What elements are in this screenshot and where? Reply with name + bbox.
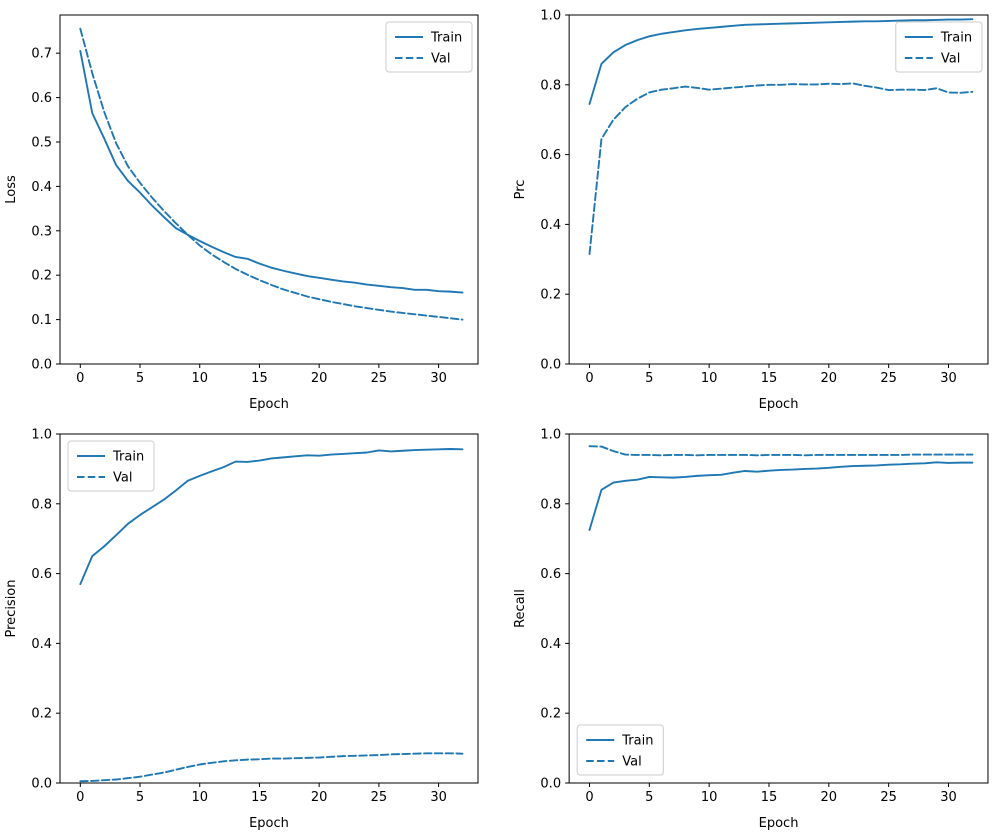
y-tick-label: 0.2 <box>540 288 561 303</box>
legend-label: Train <box>430 31 462 46</box>
legend-label: Train <box>621 734 653 749</box>
x-tick-label: 10 <box>701 371 718 386</box>
chart-svg-loss: 0 5 10 15 20 25 30 0.0 0.1 0.2 0.3 0.4 0.5 0.6 0.7 Epoc… <box>4 14 479 412</box>
prc-val-line <box>588 82 974 256</box>
x-tick-label: 15 <box>251 790 268 805</box>
y-tick-label: 0.4 <box>31 637 52 652</box>
plot-border <box>59 433 479 784</box>
x-tick-label: 20 <box>821 790 838 805</box>
x-tick-label: 30 <box>430 790 447 805</box>
x-axis-label: Epoch <box>249 397 289 412</box>
y-tick-label: 0.6 <box>31 567 52 582</box>
x-tick-label: 10 <box>191 371 208 386</box>
y-tick-label: 1.0 <box>540 9 561 24</box>
prc-train-line <box>588 18 974 105</box>
x-tick-label: 5 <box>645 371 653 386</box>
chart-cell-recall: 0 5 10 15 20 25 30 0.0 0.2 0.4 0.6 0.8 1.0 Epoch Recal… <box>500 419 1001 838</box>
y-tick-label: 0.1 <box>31 313 52 328</box>
x-tick-label: 20 <box>311 371 328 386</box>
y-tick-label: 0.4 <box>540 637 561 652</box>
y-tick-label: 0.2 <box>540 707 561 722</box>
legend-box <box>895 21 983 73</box>
x-tick-label: 30 <box>430 371 447 386</box>
x-tick-label: 15 <box>761 790 778 805</box>
legend-label: Val <box>622 755 641 770</box>
y-tick-label: 1.0 <box>31 428 52 443</box>
x-tick-label: 10 <box>191 790 208 805</box>
chart-cell-prc: 0 5 10 15 20 25 30 0.0 0.2 0.4 0.6 0.8 1.0 Epoch Prc Tr… <box>500 0 1001 419</box>
legend-box <box>385 21 473 73</box>
x-tick-label: 20 <box>821 371 838 386</box>
legend-box <box>67 440 155 492</box>
legend-label: Val <box>113 471 132 486</box>
loss-val-line <box>79 27 464 321</box>
x-tick-label: 5 <box>136 790 144 805</box>
x-tick-label: 10 <box>701 790 718 805</box>
y-tick-label: 0.0 <box>540 358 561 373</box>
y-tick-label: 0.6 <box>31 91 52 106</box>
chart-cell-loss: 0 5 10 15 20 25 30 0.0 0.1 0.2 0.3 0.4 0.5 0.6 0.7 Epoc… <box>0 0 500 419</box>
x-tick-label: 20 <box>311 790 328 805</box>
x-tick-label: 25 <box>371 371 388 386</box>
chart-svg-recall: 0 5 10 15 20 25 30 0.0 0.2 0.4 0.6 0.8 1.0 Epoch Recal… <box>513 428 989 831</box>
y-tick-label: 0.5 <box>31 135 52 150</box>
x-tick-label: 15 <box>761 371 778 386</box>
y-tick-label: 0.2 <box>31 707 52 722</box>
legend-label: Train <box>112 450 144 465</box>
x-tick-label: 25 <box>371 790 388 805</box>
y-tick-label: 0.0 <box>540 777 561 792</box>
x-tick-label: 0 <box>585 371 593 386</box>
x-tick-label: 30 <box>940 371 957 386</box>
y-tick-label: 0.2 <box>31 269 52 284</box>
plot-border <box>568 14 989 365</box>
legend-label: Val <box>431 52 450 67</box>
precision-train-line <box>79 448 464 586</box>
legend-label: Train <box>940 31 972 46</box>
recall-train-line <box>588 461 974 531</box>
y-axis-label: Loss <box>4 175 19 204</box>
y-tick-label: 0.8 <box>540 497 561 512</box>
plot-border <box>568 433 989 784</box>
recall-val-line <box>588 445 974 457</box>
y-axis-label: Recall <box>513 589 528 628</box>
y-tick-label: 0.8 <box>540 78 561 93</box>
chart-cell-precision: 0 5 10 15 20 25 30 0.0 0.2 0.4 0.6 0.8 1.0 Epoch Preci… <box>0 419 500 838</box>
x-axis-label: Epoch <box>759 816 799 831</box>
x-tick-label: 5 <box>136 371 144 386</box>
x-tick-label: 0 <box>585 790 593 805</box>
x-tick-label: 25 <box>880 371 897 386</box>
x-tick-label: 0 <box>76 790 84 805</box>
plot-border <box>59 14 479 365</box>
x-tick-label: 15 <box>251 371 268 386</box>
y-axis-label: Prc <box>513 180 528 200</box>
precision-val-line <box>79 752 464 783</box>
legend-label: Val <box>941 52 960 67</box>
y-tick-label: 0.0 <box>31 777 52 792</box>
chart-svg-precision: 0 5 10 15 20 25 30 0.0 0.2 0.4 0.6 0.8 1.0 Epoch Preci… <box>4 428 479 831</box>
x-tick-label: 5 <box>645 790 653 805</box>
x-tick-label: 0 <box>76 371 84 386</box>
chart-svg-prc: 0 5 10 15 20 25 30 0.0 0.2 0.4 0.6 0.8 1.0 Epoch Prc Tr… <box>513 9 989 412</box>
y-tick-label: 0.3 <box>31 224 52 239</box>
x-tick-label: 30 <box>940 790 957 805</box>
x-axis-label: Epoch <box>759 397 799 412</box>
y-axis-label: Precision <box>4 579 19 637</box>
y-tick-label: 0.8 <box>31 497 52 512</box>
y-tick-label: 0.4 <box>31 180 52 195</box>
loss-train-line <box>79 50 464 294</box>
legend-box <box>576 724 664 776</box>
y-tick-label: 0.0 <box>31 358 52 373</box>
y-tick-label: 0.6 <box>540 148 561 163</box>
x-axis-label: Epoch <box>249 816 289 831</box>
y-tick-label: 1.0 <box>540 428 561 443</box>
y-tick-label: 0.4 <box>540 218 561 233</box>
y-tick-label: 0.7 <box>31 47 52 62</box>
x-tick-label: 25 <box>880 790 897 805</box>
y-tick-label: 0.6 <box>540 567 561 582</box>
